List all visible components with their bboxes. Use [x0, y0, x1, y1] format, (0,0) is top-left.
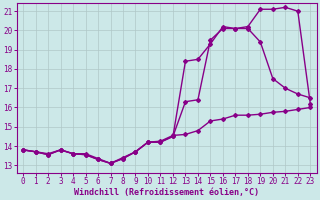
X-axis label: Windchill (Refroidissement éolien,°C): Windchill (Refroidissement éolien,°C) — [74, 188, 259, 197]
